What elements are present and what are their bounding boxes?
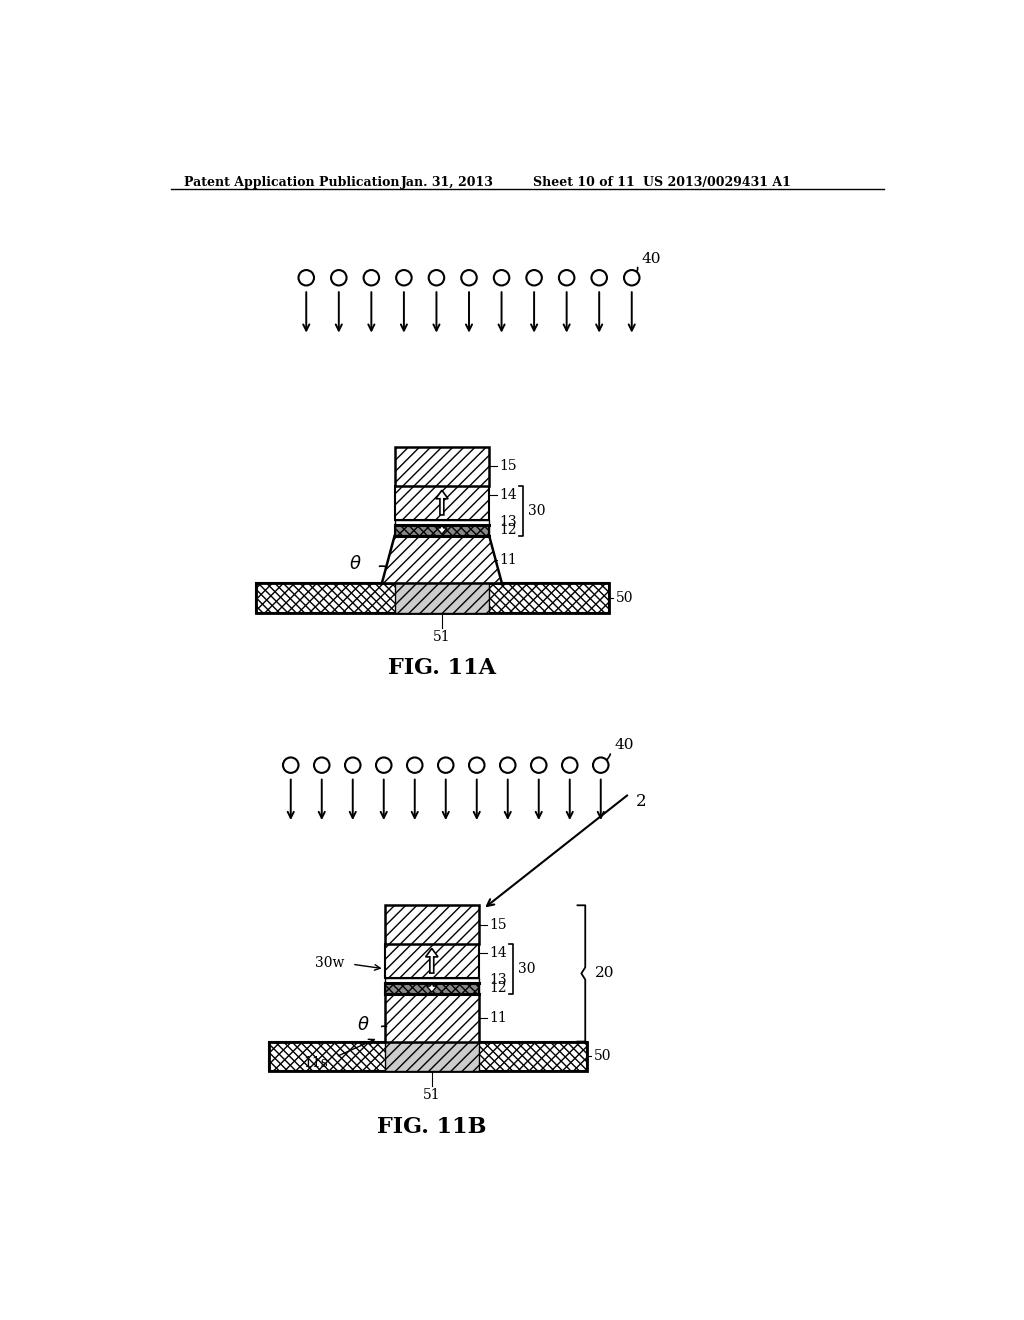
Bar xyxy=(256,583,608,612)
Text: 20: 20 xyxy=(595,966,614,981)
Text: 11: 11 xyxy=(500,553,517,566)
Bar xyxy=(256,583,608,612)
Bar xyxy=(394,520,489,525)
Bar xyxy=(269,1041,587,1071)
Text: 40: 40 xyxy=(641,252,660,265)
Bar xyxy=(385,1041,479,1071)
Text: 13: 13 xyxy=(500,515,517,529)
Text: 14: 14 xyxy=(489,946,507,960)
Text: 11: 11 xyxy=(489,1011,507,1024)
Text: 40: 40 xyxy=(614,738,634,752)
Text: 15: 15 xyxy=(489,917,507,932)
Text: 2: 2 xyxy=(636,793,646,810)
Bar xyxy=(385,978,479,983)
Polygon shape xyxy=(382,536,502,583)
Text: 51: 51 xyxy=(433,630,451,644)
Text: 30: 30 xyxy=(528,504,546,517)
Bar xyxy=(385,983,479,994)
Bar xyxy=(394,447,489,486)
Polygon shape xyxy=(435,490,449,515)
Text: Jan. 31, 2013: Jan. 31, 2013 xyxy=(400,176,494,189)
Text: 13: 13 xyxy=(489,973,507,987)
Polygon shape xyxy=(437,527,446,535)
Text: $\theta$: $\theta$ xyxy=(349,556,361,573)
Bar xyxy=(394,486,489,520)
Text: 50: 50 xyxy=(615,591,633,605)
Bar xyxy=(394,583,489,612)
Text: FIG. 11A: FIG. 11A xyxy=(388,657,496,680)
Text: 14: 14 xyxy=(500,488,517,502)
Polygon shape xyxy=(427,985,437,993)
Text: 30w: 30w xyxy=(314,956,344,970)
Bar xyxy=(385,994,479,1041)
Text: 51: 51 xyxy=(423,1088,440,1102)
Text: 30: 30 xyxy=(518,962,536,975)
Text: 50: 50 xyxy=(594,1049,611,1063)
Text: Sheet 10 of 11: Sheet 10 of 11 xyxy=(532,176,634,189)
Bar xyxy=(269,1041,587,1071)
Text: Patent Application Publication: Patent Application Publication xyxy=(183,176,399,189)
Text: 15: 15 xyxy=(500,459,517,474)
Bar xyxy=(385,944,479,978)
Bar xyxy=(385,906,479,944)
Text: US 2013/0029431 A1: US 2013/0029431 A1 xyxy=(643,176,792,189)
Bar xyxy=(394,525,489,536)
Polygon shape xyxy=(426,949,438,973)
Text: 11s: 11s xyxy=(303,1056,328,1071)
Bar xyxy=(385,983,479,994)
Text: 12: 12 xyxy=(500,523,517,537)
Text: FIG. 11B: FIG. 11B xyxy=(377,1117,486,1138)
Bar xyxy=(394,525,489,536)
Text: $\theta$: $\theta$ xyxy=(357,1015,370,1034)
Text: 12: 12 xyxy=(489,982,507,995)
